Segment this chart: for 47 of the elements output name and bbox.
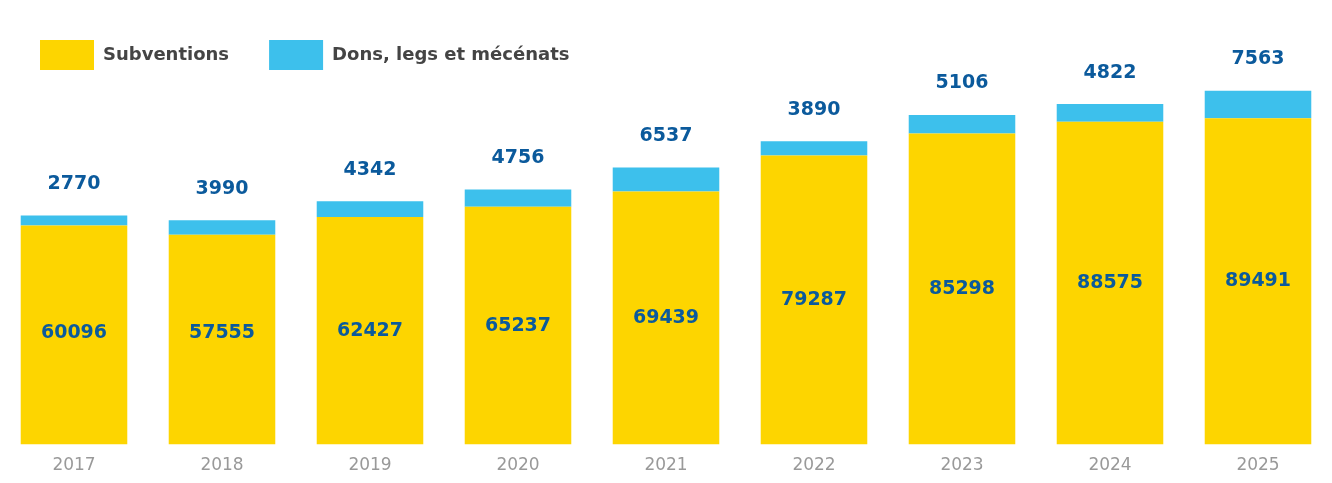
bar [1056,121,1164,445]
bar [612,191,720,445]
data-label: 62427 [336,317,404,340]
bar [20,215,128,226]
data-label: 7563 [1231,46,1285,69]
data-label: 3990 [195,175,249,198]
x-tick-label: 2023 [940,454,984,475]
bar [20,225,128,445]
data-label: 4822 [1083,59,1137,82]
x-tick-label: 2017 [52,454,96,475]
data-label: 89491 [1224,268,1292,291]
bar [1204,90,1312,119]
bar [464,206,572,445]
data-label: 5106 [935,70,989,93]
bar [760,141,868,156]
data-label: 60096 [40,319,108,342]
data-label: 4756 [491,144,545,167]
x-tick-label: 2020 [496,454,540,475]
data-label: 79287 [780,287,848,309]
x-tick-label: 2025 [1236,454,1280,475]
x-tick-label: 2019 [348,454,392,475]
bar [464,189,572,207]
bar [168,234,276,445]
legend-label: Dons, legs et mécénats [332,42,570,64]
data-label: 4342 [343,156,397,179]
data-label: 3890 [787,96,841,119]
bar [316,201,424,217]
bar [1204,118,1312,445]
data-label: 2770 [47,170,101,193]
bar [908,133,1016,445]
bar [316,216,424,445]
data-label: 69439 [632,304,700,327]
x-tick-label: 2024 [1088,454,1132,475]
data-label: 88575 [1076,270,1144,293]
x-tick-label: 2022 [792,454,836,475]
legend-label: Subventions [103,42,230,64]
data-label: 6537 [639,123,693,146]
x-tick-label: 2021 [644,454,688,475]
bar [168,220,276,235]
data-label: 85298 [928,276,996,299]
x-tick-label: 2018 [200,454,244,475]
data-label: 57555 [188,319,256,342]
bar [908,114,1016,134]
bar [612,167,720,192]
bar [1056,104,1164,122]
data-label: 65237 [484,312,552,335]
bar [760,155,868,445]
